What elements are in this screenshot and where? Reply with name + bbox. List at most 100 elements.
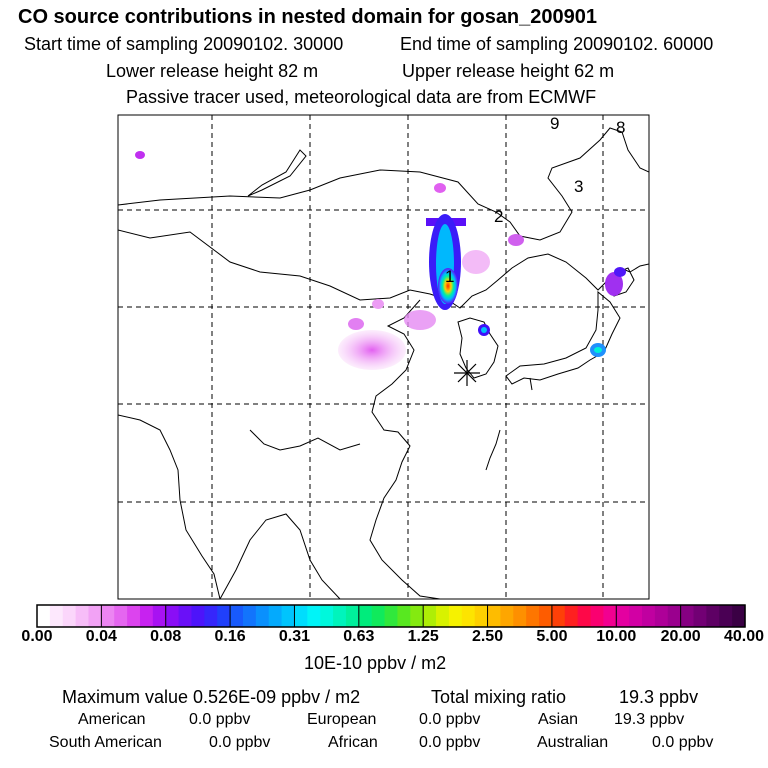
colorbar-cell xyxy=(397,605,411,627)
region-name-european: European xyxy=(307,711,377,728)
colorbar-cell xyxy=(680,605,695,627)
colorbar-cell xyxy=(281,605,296,627)
region-name-australian: Australian xyxy=(537,734,609,751)
plume-north-china xyxy=(338,330,406,370)
colorbar-cell xyxy=(526,605,540,627)
plume-far-west xyxy=(135,151,145,159)
trajectory-marker-9: 9 xyxy=(550,114,559,133)
colorbar-cell xyxy=(551,605,566,627)
trajectory-marker-2: 2 xyxy=(494,207,503,226)
colorbar-cell xyxy=(178,605,193,627)
colorbar-cell xyxy=(616,605,630,627)
colorbar-cell xyxy=(307,605,321,627)
colorbar-cell xyxy=(642,605,656,627)
trajectory-marker-8: 8 xyxy=(616,118,625,137)
map-content: 1 2 3 8 9 xyxy=(118,114,649,599)
colorbar-cell xyxy=(345,605,360,627)
colorbar-cell xyxy=(320,605,334,627)
colorbar-cell xyxy=(577,605,592,627)
colorbar-cell xyxy=(268,605,283,627)
colorbar-cell xyxy=(371,605,386,627)
plume-maximum xyxy=(438,268,458,304)
colorbar-cell xyxy=(217,605,231,627)
colorbar-cell xyxy=(629,605,643,627)
plume-hokkaido-core xyxy=(614,267,626,277)
colorbar-cell xyxy=(139,605,154,627)
plume-hokkaido xyxy=(605,272,623,296)
colorbar-cell xyxy=(333,605,347,627)
colorbar-tick-label: 1.25 xyxy=(407,628,439,645)
colorbar-tick-label: 0.16 xyxy=(214,628,246,645)
colorbar-cell xyxy=(49,605,64,627)
colorbar-cell xyxy=(539,605,553,627)
colorbar-tick-label: 40.00 xyxy=(723,628,765,645)
concentration-field xyxy=(135,151,626,370)
plot-title: CO source contributions in nested domain… xyxy=(18,6,598,28)
region-value-european: 0.0 ppbv xyxy=(419,711,481,728)
colorbar-dividers xyxy=(100,605,682,627)
region-name-south-american: South American xyxy=(49,734,162,751)
colorbar-cell xyxy=(461,605,476,627)
colorbar-cell xyxy=(204,605,218,627)
plume-seoul-core xyxy=(481,327,487,333)
colorbar-cells xyxy=(37,605,746,627)
colorbar-cell xyxy=(127,605,141,627)
colorbar-cell xyxy=(667,605,682,627)
colorbar-tick-label: 0.00 xyxy=(21,628,53,645)
graticule xyxy=(118,115,649,599)
plume-manchuria-east xyxy=(462,250,490,274)
region-value-asian: 19.3 ppbv xyxy=(614,711,685,728)
start-time-label: Start time of sampling 20090102. 30000 xyxy=(24,34,344,54)
colorbar-border xyxy=(36,604,746,628)
colorbar-cell xyxy=(255,605,270,627)
region-value-australian: 0.0 ppbv xyxy=(652,734,714,751)
colorbar-cell xyxy=(88,605,102,627)
colorbar-cell xyxy=(165,605,180,627)
plume-tokyo-core xyxy=(594,347,602,353)
colorbar-tick-label: 5.00 xyxy=(536,628,568,645)
colorbar-cell xyxy=(706,605,720,627)
trajectory-markers: 1 2 3 8 9 xyxy=(445,114,625,286)
coastlines xyxy=(118,127,649,599)
source-contribution-map: 1 2 3 8 9 xyxy=(117,114,650,600)
colorbar-cell xyxy=(654,605,669,627)
colorbar-cell xyxy=(358,605,373,627)
colorbar-cell xyxy=(500,605,514,627)
colorbar-cell xyxy=(384,605,399,627)
end-time-label: End time of sampling 20090102. 60000 xyxy=(400,34,714,54)
colorbar-cell xyxy=(436,605,450,627)
colorbar-cell xyxy=(603,605,617,627)
region-value-american: 0.0 ppbv xyxy=(189,711,251,728)
colorbar-cell xyxy=(732,605,746,627)
colorbar-cell xyxy=(513,605,527,627)
colorbar-cell xyxy=(474,605,489,627)
plume-vladivostok xyxy=(508,234,524,246)
region-name-african: African xyxy=(328,734,378,751)
colorbar-cell xyxy=(693,605,707,627)
colorbar-cell xyxy=(487,605,502,627)
colorbar-cell xyxy=(37,605,51,627)
colorbar-cell xyxy=(294,605,308,627)
max-value-label: Maximum value 0.526E-09 ppbv / m2 xyxy=(62,687,361,707)
colorbar-tick-label: 0.31 xyxy=(278,628,311,645)
colorbar-cell xyxy=(242,605,257,627)
total-mixing-ratio-value: 19.3 ppbv xyxy=(619,687,699,707)
colorbar-tick-label: 10.00 xyxy=(596,628,637,645)
colorbar-cell xyxy=(62,605,77,627)
colorbar-cell xyxy=(191,605,205,627)
colorbar-cell xyxy=(719,605,733,627)
region-value-african: 0.0 ppbv xyxy=(419,734,481,751)
colorbar-cell xyxy=(410,605,424,627)
colorbar-tick-label: 20.00 xyxy=(660,628,701,645)
region-name-american: American xyxy=(78,711,146,728)
colorbar-cell xyxy=(564,605,579,627)
colorbar-tick-label: 2.50 xyxy=(471,628,504,645)
colorbar-tick-label: 0.63 xyxy=(343,628,375,645)
upper-release-height: Upper release height 62 m xyxy=(402,61,615,81)
colorbar-cell xyxy=(423,605,437,627)
colorbar-cell xyxy=(114,605,128,627)
colorbar-cell xyxy=(230,605,244,627)
plume-north-china-3 xyxy=(372,299,384,309)
lower-release-height: Lower release height 82 m xyxy=(106,61,319,81)
